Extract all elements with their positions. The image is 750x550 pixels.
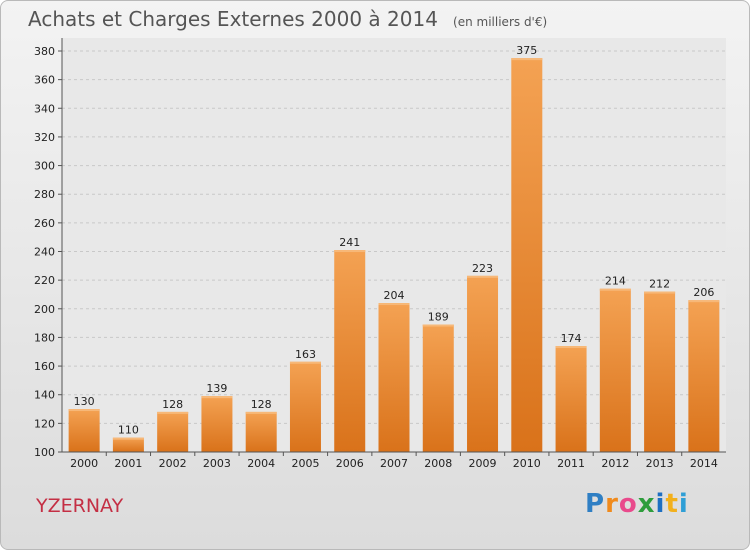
logo-letter: t [665, 489, 679, 519]
logo-letter: x [637, 489, 656, 519]
x-tick-label: 2007 [380, 457, 408, 470]
bar-highlight [467, 275, 499, 278]
logo-letter: o [618, 489, 638, 519]
x-tick-label: 2004 [247, 457, 275, 470]
bar-value-label: 139 [206, 382, 227, 395]
bar-highlight [201, 396, 233, 399]
y-tick-label: 140 [34, 389, 55, 402]
x-tick-label: 2009 [469, 457, 497, 470]
y-tick-label: 300 [34, 160, 55, 173]
bar-value-label: 375 [516, 44, 537, 57]
y-tick-label: 280 [34, 188, 55, 201]
bar-value-label: 128 [251, 398, 272, 411]
bar [289, 361, 321, 452]
chart-title-block: Achats et Charges Externes 2000 à 2014 (… [28, 7, 547, 31]
y-tick-label: 100 [34, 446, 55, 459]
bar [599, 288, 631, 452]
bar-value-label: 206 [693, 286, 714, 299]
y-tick-label: 240 [34, 246, 55, 259]
y-tick-label: 180 [34, 331, 55, 344]
bar-value-label: 174 [561, 332, 582, 345]
bar-highlight [112, 437, 144, 440]
bar-highlight [688, 300, 720, 303]
bar-highlight [644, 291, 676, 294]
bar-highlight [68, 409, 100, 412]
bar [334, 250, 366, 452]
chart-unit: (en milliers d'€) [453, 15, 548, 29]
bar-highlight [555, 346, 587, 349]
y-tick-label: 220 [34, 274, 55, 287]
bar [68, 409, 100, 452]
bar [555, 346, 587, 452]
bar [112, 437, 144, 452]
x-tick-label: 2000 [70, 457, 98, 470]
bar-value-label: 189 [428, 311, 449, 324]
bar-value-label: 130 [74, 395, 95, 408]
bar-highlight [157, 411, 189, 414]
x-tick-label: 2003 [203, 457, 231, 470]
y-tick-label: 360 [34, 74, 55, 87]
x-tick-label: 2002 [159, 457, 187, 470]
y-tick-label: 260 [34, 217, 55, 230]
bar [511, 58, 543, 453]
bar-value-label: 223 [472, 262, 493, 275]
bar-value-label: 128 [162, 398, 183, 411]
x-tick-label: 2011 [557, 457, 585, 470]
x-tick-label: 2005 [291, 457, 319, 470]
y-axis: 100 120 140 160 180 200 220 240 260 280 300 320 340 3… [34, 38, 63, 459]
bar [378, 303, 410, 452]
bar-value-label: 204 [384, 289, 405, 302]
x-axis: 2000 2001 2002 2003 2004 2005 2006 2007 2008 2009… [62, 451, 726, 470]
proxiti-logo: Proxiti [585, 489, 689, 519]
bar [245, 411, 277, 452]
bar-series: 130 110 128 139 128 163 241 204 189 223 375 174 214 2… [68, 44, 720, 453]
bar-highlight [334, 250, 366, 253]
y-tick-label: 160 [34, 360, 55, 373]
commune-name: YZERNAY [36, 495, 124, 517]
bar-highlight [422, 324, 454, 327]
logo-letter: r [605, 489, 619, 519]
bar-value-label: 163 [295, 348, 316, 361]
bar [644, 291, 676, 452]
x-tick-label: 2006 [336, 457, 364, 470]
bar [467, 275, 499, 452]
x-tick-label: 2012 [601, 457, 629, 470]
bar-highlight [245, 411, 277, 414]
bar-highlight [511, 58, 543, 61]
chart-title: Achats et Charges Externes 2000 à 2014 [28, 7, 438, 31]
logo-letter: i [655, 489, 666, 519]
logo-letter: i [678, 489, 689, 519]
bar [201, 396, 233, 452]
bar-highlight [378, 303, 410, 306]
bar-value-label: 241 [339, 236, 360, 249]
bar-highlight [599, 288, 631, 291]
x-tick-label: 2013 [646, 457, 674, 470]
y-tick-label: 380 [34, 45, 55, 58]
x-tick-label: 2014 [690, 457, 718, 470]
x-tick-label: 2010 [513, 457, 541, 470]
bar-highlight [289, 361, 321, 364]
bar-value-label: 214 [605, 275, 626, 288]
y-tick-label: 120 [34, 417, 55, 430]
bar-value-label: 110 [118, 424, 139, 437]
bar-value-label: 212 [649, 278, 670, 291]
logo-letter: P [585, 489, 606, 519]
bar [688, 300, 720, 452]
x-tick-label: 2008 [424, 457, 452, 470]
y-tick-label: 200 [34, 303, 55, 316]
bar [422, 324, 454, 452]
x-tick-label: 2001 [114, 457, 142, 470]
bar [157, 411, 189, 452]
y-tick-label: 340 [34, 102, 55, 115]
y-tick-label: 320 [34, 131, 55, 144]
